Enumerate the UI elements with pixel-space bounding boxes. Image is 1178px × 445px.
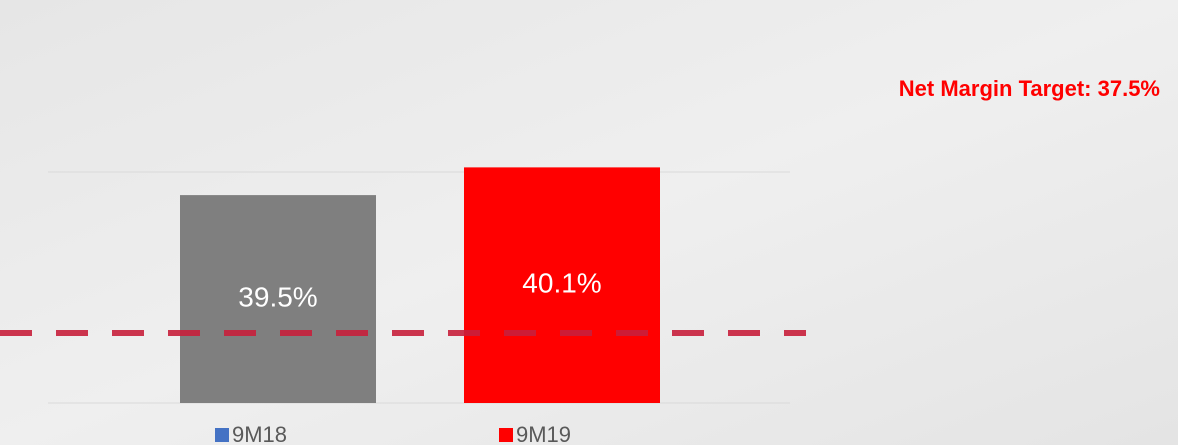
bar (180, 195, 376, 403)
bar (464, 167, 660, 403)
labels: 39.5% 9M18 40.1% 9M19 (215, 268, 602, 445)
legend-label: 9M18 (232, 422, 287, 445)
plot (48, 167, 790, 404)
legend-swatch (215, 428, 229, 442)
legend-swatch (499, 428, 513, 442)
annotation: Net Margin Target: 37.5% (899, 76, 1160, 101)
value-label: 40.1% (522, 268, 601, 299)
value-label: 39.5% (238, 281, 317, 312)
legend-label: 9M19 (516, 422, 571, 445)
